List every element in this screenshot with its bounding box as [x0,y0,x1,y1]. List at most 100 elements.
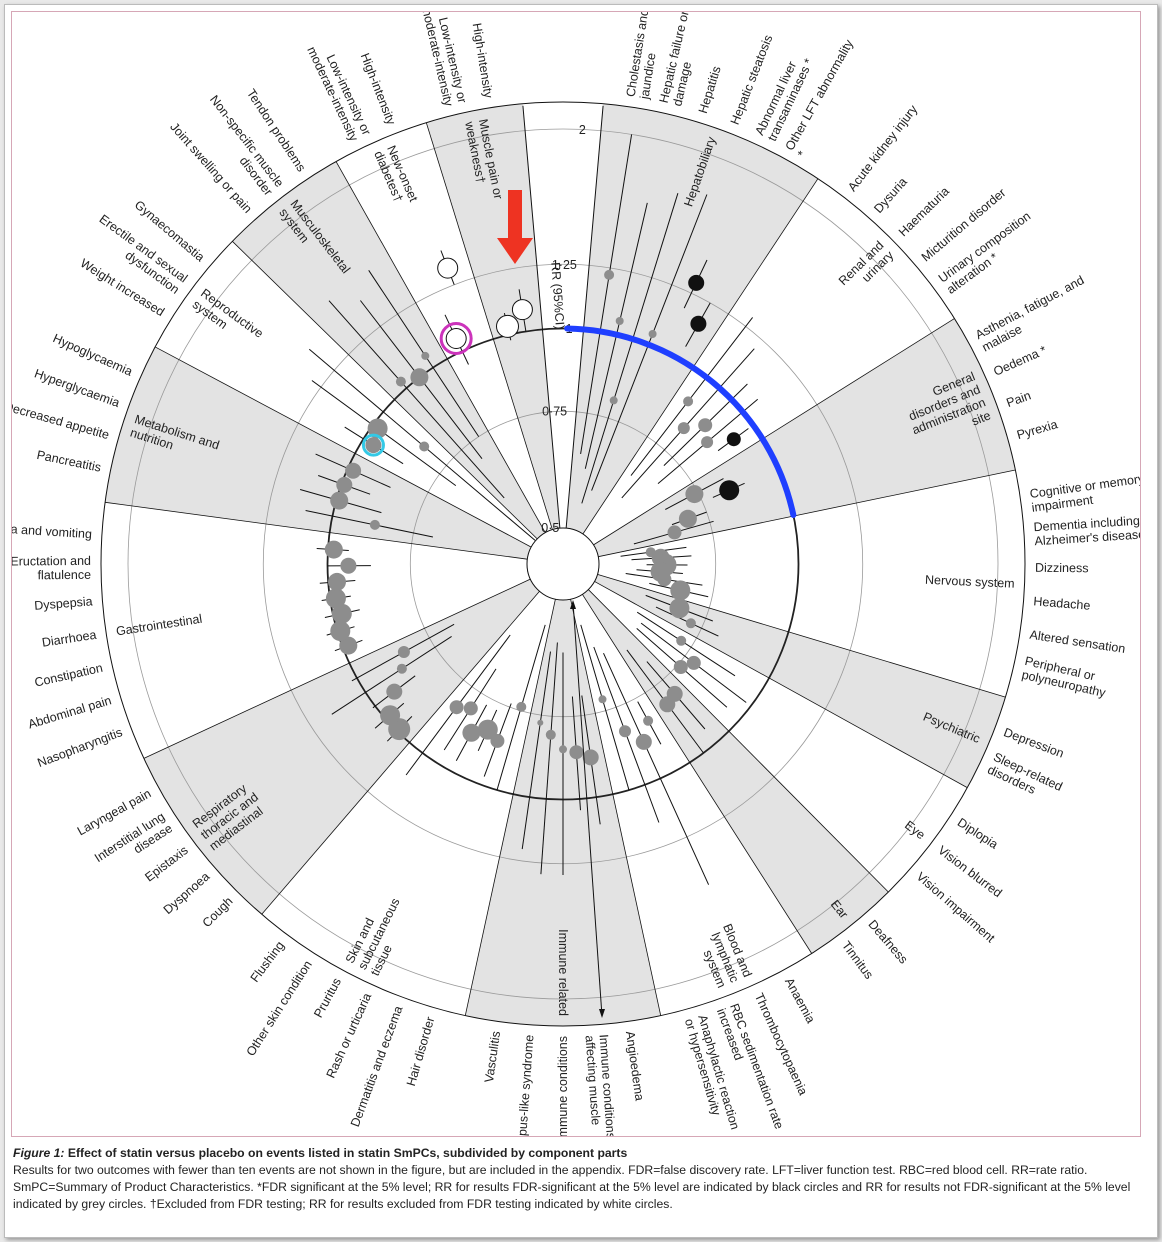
outcome-label-deafness: Deafness [865,917,910,966]
point-lupus-like-syndrome [545,729,556,740]
outcome-label-dysuria: Dysuria [871,175,910,216]
sector-name: Renal andurinary [836,238,897,298]
point-pruritus [462,723,481,742]
point-non-specific-muscle-disorder [410,368,429,387]
sector-dividers [105,122,1016,1016]
outcome-label-low-intensity-or-moderate-intensity: Low-intensity ormoderate-intensity [419,12,470,108]
sector-divider [593,318,955,546]
sector-divider [143,578,531,759]
point-interstitial-lung-disease [396,663,407,674]
point-erectile-and-sexual-dysfunction [367,418,388,439]
outcome-label-dizziness: Dizziness [1035,561,1089,575]
outcome-label-oedema: Oedema * [991,343,1048,379]
red-arrow [497,190,533,264]
outcome-label-anaemia: Anaemia [782,975,818,1025]
axis-line [565,105,604,529]
point-dyspepsia [328,572,346,591]
ci-line-lupus-like-syndrome [540,642,558,875]
point-acute-kidney-injury [683,396,694,407]
sector-name: Eye [902,818,928,842]
outcome-label-vasculitis: Vasculitis [482,1030,503,1083]
sector-label-blood-and-lymphatic-system: Blood andlymphaticsystem [694,922,755,990]
sector-label-skin-and-subcutaneous-tissue: Skin andsubcutaneoustissue [343,896,403,978]
point-vision-blurred [686,655,701,670]
sector-name: Blood andlymphaticsystem [694,922,754,990]
caption-figure-label: Figure 1: [13,1146,65,1160]
point-pain [678,509,697,528]
outcome-label-abdominal-pain: Abdominal pain [26,693,113,731]
outcome-label-flushing: Flushing [248,939,287,985]
point-hepatic-steatosis [648,330,657,338]
sector-label-renal-and-urinary: Renal andurinary [836,238,897,298]
sector-shade-respiratory-thoracic-and-mediastinal [143,579,540,915]
outcome-label-hair-disorder: Hair disorder [404,1015,438,1088]
outcome-label-pain: Pain [1005,388,1033,410]
ci-line-vasculitis [521,651,551,850]
sector-label-new-onset-diabetes: New-onsetdiabetes† [371,143,421,204]
outcome-label-cough: Cough [200,894,236,930]
point-diarrhoea [325,588,346,609]
outcome-label-lupus-like-syndrome: Lupus-like syndrome [514,1034,536,1136]
ci-line-interstitial-lung-disease [331,635,452,715]
caption-title: Effect of statin versus placebo on event… [67,1146,628,1160]
sector-label-nervous-system: Nervous system [925,573,1015,591]
outcome-label-hepatitis: Hepatitis [696,65,724,116]
outcome-label-altered-sensation: Altered sensation [1029,628,1127,656]
point-altered-sensation [657,572,672,587]
sector-label-immune-related: Immune related [556,929,570,1016]
outer-ring [100,101,1026,1027]
point-dysuria [677,422,690,435]
outcome-label-eructation-and-flatulence: Eructation and flatulence [12,554,91,583]
outcome-label-cognitive-or-memory-impairment: Cognitive or memoryimpairment [1029,472,1140,515]
ci-line-acute-kidney-injury [630,317,753,476]
point-eructation-and-flatulence [340,557,357,574]
point-micturition-disorder [701,436,714,449]
point-haematuria [698,418,713,433]
outcome-label-haematuria: Haematuria [896,184,952,239]
point-vasculitis [537,719,544,726]
inner-circle [526,527,600,601]
scale-arrow-line [572,601,603,1017]
point-anaphylactic-reaction-or-hypersensitivity [598,695,607,704]
ring-2 [127,128,999,1000]
sector-shade-metabolism-and-nutrition [105,346,532,560]
sector-shade-muscle-pain-or-weakness [426,103,560,530]
axis-tick-label: 0·5 [541,521,559,535]
sector-name: Reproductivesystem [190,286,266,352]
outcome-label-dementia-including-alzheimer-s-disease: Dementia includingAlzheimer's disease [1033,513,1140,548]
outcome-label-diarrhoea: Diarrhoea [41,628,97,650]
point-epistaxis [386,683,403,700]
outcome-label-diplopia: Diplopia [955,815,1001,851]
ci-line-anaphylactic-reaction-or-hypersensitivity [580,624,630,791]
axis-line [522,105,561,529]
outcome-label-constipation: Constipation [33,661,104,690]
axis-tick-label: 0·75 [542,405,567,419]
figure-caption: Figure 1: Effect of statin versus placeb… [13,1145,1145,1213]
point-high-intensity [437,257,459,279]
point-low-intensity-or-moderate-intensity [496,314,519,338]
point-abdominal-pain [330,621,351,641]
point-high-intensity [511,299,533,321]
outcome-label-headache: Headache [1033,594,1091,612]
point-pancreatitis [369,519,380,530]
outcome-label-dyspepsia: Dyspepsia [34,594,93,613]
point-hepatitis [609,396,618,405]
point-cholestasis-and-jaundice [604,269,615,280]
point-nausea-and-vomiting [324,540,343,559]
rate-ratio-points [324,257,741,766]
outcome-label-pyrexia: Pyrexia [1015,417,1059,442]
outcome-label-nausea-and-vomiting: Nausea and vomiting [12,520,92,541]
outcome-label-decreased-appetite: Decreased appetite [12,399,111,442]
point-rash-or-urticaria [477,719,498,740]
point-hepatic-failure-or-damage [615,317,624,325]
axis-tick-label: 2 [579,123,586,137]
sector-divider [597,573,1006,698]
sector-label-eye: Eye [902,818,928,842]
ci-line-thrombocytopaenia [603,652,710,885]
outcome-label-asthenia-fatigue-and-malaise: Asthenia, fatigue, andmalaise [973,273,1093,355]
axis-tick-label: 1·25 [552,258,577,272]
point-urinary-composition-alteration [726,432,741,447]
scale-arrow-head [599,1009,605,1018]
